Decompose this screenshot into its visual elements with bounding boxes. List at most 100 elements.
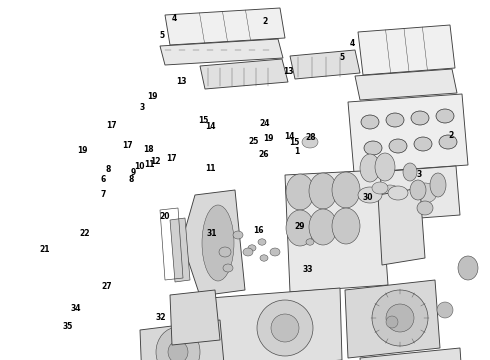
Ellipse shape [378, 185, 402, 205]
Ellipse shape [386, 304, 414, 332]
Ellipse shape [389, 139, 407, 153]
Text: 7: 7 [100, 190, 105, 199]
Text: 30: 30 [362, 193, 373, 202]
Text: 27: 27 [101, 282, 112, 291]
Polygon shape [345, 280, 440, 358]
Text: 9: 9 [131, 167, 136, 176]
Ellipse shape [202, 205, 234, 281]
Text: 20: 20 [159, 212, 170, 221]
Ellipse shape [436, 109, 454, 123]
Ellipse shape [257, 300, 313, 356]
Ellipse shape [410, 180, 426, 200]
Ellipse shape [233, 231, 243, 239]
Ellipse shape [430, 173, 446, 197]
Polygon shape [140, 320, 225, 360]
Polygon shape [350, 166, 460, 223]
Ellipse shape [306, 239, 314, 245]
Polygon shape [170, 218, 190, 282]
Ellipse shape [332, 172, 360, 208]
Text: 3: 3 [140, 103, 145, 112]
Polygon shape [165, 8, 285, 45]
Text: 4: 4 [350, 40, 355, 49]
Text: 3: 3 [416, 170, 421, 179]
Ellipse shape [386, 316, 398, 328]
Ellipse shape [439, 135, 457, 149]
Text: 35: 35 [62, 323, 73, 331]
Ellipse shape [168, 341, 188, 360]
Ellipse shape [361, 115, 379, 129]
Text: 25: 25 [248, 136, 259, 145]
Text: 19: 19 [263, 134, 274, 143]
Polygon shape [348, 94, 468, 173]
Ellipse shape [364, 141, 382, 155]
Text: 12: 12 [150, 158, 161, 166]
Ellipse shape [358, 187, 382, 203]
Ellipse shape [286, 174, 314, 210]
Ellipse shape [271, 314, 299, 342]
Ellipse shape [309, 209, 337, 245]
Ellipse shape [375, 153, 395, 181]
Text: 24: 24 [259, 119, 270, 128]
Text: 29: 29 [294, 222, 305, 231]
Polygon shape [185, 190, 245, 296]
Ellipse shape [258, 239, 266, 245]
Ellipse shape [309, 173, 337, 209]
Text: 16: 16 [253, 226, 264, 235]
Polygon shape [200, 59, 288, 89]
Text: 2: 2 [448, 130, 453, 139]
Text: 8: 8 [105, 165, 110, 174]
Ellipse shape [332, 208, 360, 244]
Text: 13: 13 [283, 67, 294, 76]
Ellipse shape [219, 247, 231, 257]
Text: 11: 11 [205, 164, 216, 173]
Ellipse shape [437, 302, 453, 318]
Ellipse shape [243, 248, 253, 256]
Text: 33: 33 [302, 265, 313, 274]
Text: 11: 11 [144, 161, 155, 169]
Polygon shape [160, 39, 283, 65]
Polygon shape [210, 288, 342, 360]
Ellipse shape [372, 290, 428, 346]
Text: 6: 6 [100, 175, 105, 184]
Text: 32: 32 [155, 313, 166, 322]
Polygon shape [285, 170, 388, 292]
Text: 17: 17 [166, 154, 177, 163]
Text: 5: 5 [159, 31, 164, 40]
Polygon shape [358, 25, 455, 75]
Text: 1: 1 [294, 147, 299, 156]
Text: 14: 14 [284, 132, 294, 140]
Text: 28: 28 [305, 133, 316, 142]
Ellipse shape [388, 186, 408, 200]
Ellipse shape [270, 248, 280, 256]
Ellipse shape [403, 163, 417, 181]
Ellipse shape [302, 136, 318, 148]
Text: 15: 15 [198, 116, 209, 125]
Text: 31: 31 [206, 229, 217, 238]
Ellipse shape [156, 327, 200, 360]
Ellipse shape [411, 111, 429, 125]
Polygon shape [355, 69, 457, 100]
Text: 18: 18 [143, 145, 153, 154]
Text: 4: 4 [172, 14, 176, 23]
Ellipse shape [360, 154, 380, 182]
Ellipse shape [413, 183, 437, 203]
Text: 5: 5 [340, 53, 344, 62]
Ellipse shape [372, 182, 388, 194]
Text: 8: 8 [129, 175, 134, 184]
Ellipse shape [248, 245, 256, 251]
Ellipse shape [386, 113, 404, 127]
Text: 22: 22 [79, 229, 90, 238]
Text: 15: 15 [289, 138, 299, 147]
Text: 26: 26 [258, 150, 269, 159]
Text: 17: 17 [122, 141, 133, 150]
Polygon shape [378, 188, 425, 265]
Ellipse shape [458, 256, 478, 280]
Polygon shape [290, 50, 360, 79]
Text: 34: 34 [71, 304, 81, 313]
Text: 2: 2 [262, 17, 267, 26]
Polygon shape [360, 348, 464, 360]
Ellipse shape [260, 255, 268, 261]
Ellipse shape [286, 210, 314, 246]
Text: 14: 14 [205, 122, 216, 131]
Ellipse shape [414, 137, 432, 151]
